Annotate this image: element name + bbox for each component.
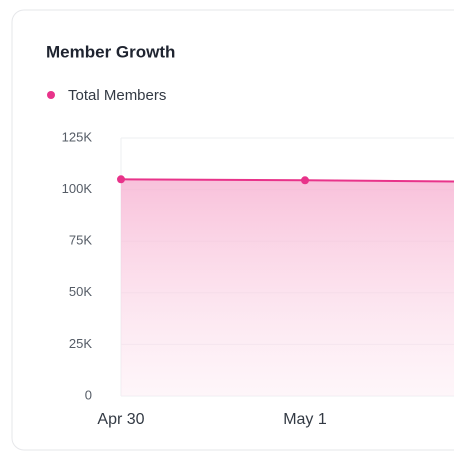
y-tick-label: 100K: [62, 181, 93, 196]
y-tick-label: 125K: [62, 129, 93, 144]
y-tick-label: 25K: [69, 336, 92, 351]
area-fill: [121, 179, 454, 396]
y-tick-label: 75K: [69, 233, 92, 248]
legend-label: Total Members: [68, 87, 166, 104]
y-tick-label: 50K: [69, 284, 92, 299]
y-tick-label: 0: [85, 387, 92, 402]
point: [301, 176, 309, 185]
x-tick-label: Apr 30: [97, 411, 144, 428]
chart-title: Member Growth: [46, 42, 175, 61]
legend-marker: [47, 91, 55, 99]
point: [117, 175, 125, 184]
x-tick-label: May 1: [283, 411, 327, 428]
